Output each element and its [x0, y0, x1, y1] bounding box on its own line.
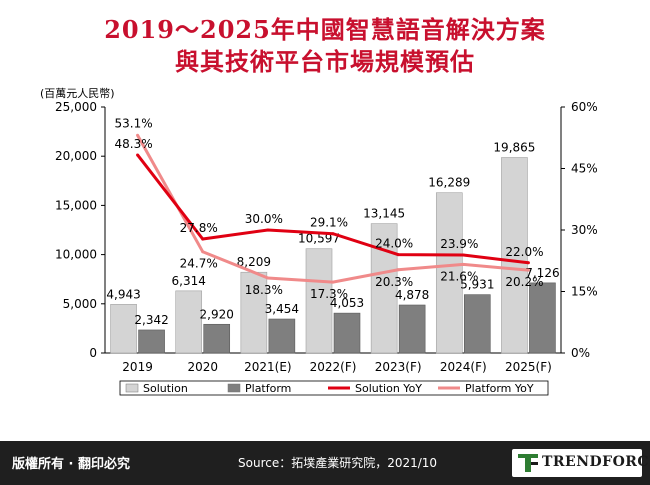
data-label-solution: 13,145	[363, 207, 405, 221]
data-label-solution: 16,289	[428, 176, 470, 190]
x-tick-label: 2023(F)	[375, 360, 422, 374]
data-label-platform: 4,878	[395, 288, 429, 302]
y-tick-label-left: 20,000	[55, 149, 97, 163]
bar-platform	[333, 312, 361, 354]
data-label-solution-yoy: 23.9%	[440, 237, 478, 251]
source-note: Source：拓墣產業研究院，2021/10	[238, 456, 438, 470]
bar-solution	[501, 157, 528, 354]
point-solution-yoy	[266, 228, 270, 232]
data-label-platform-yoy: 20.2%	[505, 275, 543, 289]
data-label-platform: 4,053	[330, 296, 364, 310]
y-tick-label-left: 25,000	[55, 100, 97, 114]
point-platform-yoy	[331, 280, 335, 284]
data-label-platform: 2,342	[134, 313, 168, 327]
x-tick-label: 2019	[122, 360, 153, 374]
point-solution-yoy	[201, 237, 205, 241]
data-label-solution-yoy: 24.0%	[375, 237, 413, 251]
data-label-platform: 2,920	[200, 307, 234, 321]
legend-label: Solution YoY	[355, 382, 422, 395]
legend-swatch	[227, 383, 241, 393]
trendforce-logo: TRENDFORCE	[512, 449, 650, 477]
bar-platform	[529, 282, 556, 354]
point-solution-yoy	[396, 253, 400, 257]
y-tick-label-right: 0%	[571, 346, 590, 360]
data-label-solution-yoy: 22.0%	[505, 245, 543, 259]
legend-label: Platform	[245, 382, 291, 395]
x-tick-label: 2025(F)	[505, 360, 552, 374]
data-label-solution: 8,209	[237, 255, 271, 269]
bar-platform	[398, 304, 426, 354]
data-label-solution-yoy: 29.1%	[310, 216, 348, 230]
y-tick-label-left: 5,000	[63, 297, 97, 311]
point-platform-yoy	[201, 250, 205, 254]
point-platform-yoy	[396, 268, 400, 272]
bar-platform	[203, 323, 231, 354]
data-label-solution: 19,865	[493, 141, 535, 155]
bar-platform	[138, 329, 165, 354]
brand-wordmark: TRENDFORCE	[542, 454, 650, 470]
legend-label: Solution	[143, 382, 188, 395]
y-tick-label-right: 15%	[571, 285, 598, 299]
data-label-solution: 6,314	[172, 274, 206, 288]
x-tick-label: 2020	[187, 360, 218, 374]
point-solution-yoy	[526, 261, 530, 265]
x-tick-label: 2022(F)	[310, 360, 357, 374]
point-solution-yoy	[136, 153, 140, 157]
bar-platform	[268, 318, 296, 354]
rights-notice: 版權所有 · 翻印必究	[12, 457, 130, 472]
bar-solution	[435, 192, 463, 354]
data-label-platform-yoy: 17.3%	[310, 287, 348, 301]
data-label-solution-yoy: 27.8%	[180, 221, 218, 235]
data-label-solution-yoy: 48.3%	[115, 137, 153, 151]
y-tick-label-right: 30%	[571, 223, 598, 237]
legend-label: Platform YoY	[465, 382, 534, 395]
y-axis-unit-label: (百萬元人民幣)	[40, 87, 115, 100]
footer-bar: 版權所有 · 翻印必究 Source：拓墣產業研究院，2021/10 TREND…	[0, 441, 650, 485]
point-platform-yoy	[266, 276, 270, 280]
data-label-platform: 5,931	[460, 278, 494, 292]
data-label-platform: 7,126	[525, 266, 559, 280]
y-tick-label-left: 0	[89, 346, 97, 360]
x-tick-label: 2024(F)	[440, 360, 487, 374]
data-label-platform-yoy: 24.7%	[180, 257, 218, 271]
point-solution-yoy	[461, 253, 465, 257]
y-tick-label-left: 10,000	[55, 248, 97, 262]
x-tick-label: 2021(E)	[244, 360, 291, 374]
bar-solution	[370, 223, 398, 354]
point-platform-yoy	[136, 133, 140, 137]
bar-platform	[463, 294, 491, 354]
point-platform-yoy	[461, 262, 465, 266]
chart-title-line2: 與其技術平台市場規模預估	[175, 47, 475, 76]
bar-solution	[240, 271, 268, 354]
data-label-solution: 4,943	[106, 287, 140, 301]
y-tick-label-right: 45%	[571, 162, 598, 176]
data-label-solution: 10,597	[298, 232, 340, 246]
data-label-solution-yoy: 30.0%	[245, 212, 283, 226]
bar-solution	[175, 290, 203, 354]
point-solution-yoy	[331, 232, 335, 236]
chart-canvas: (百萬元人民幣) 0 5,000 10,000 15,000 20,000 25,000 0%…	[40, 87, 598, 396]
bar-solution	[305, 248, 333, 354]
data-label-platform-yoy: 21.6%	[440, 269, 478, 283]
trendforce-mark-icon	[518, 454, 538, 472]
data-label-platform-yoy: 18.3%	[245, 283, 283, 297]
point-platform-yoy	[526, 268, 530, 272]
legend-swatch	[125, 383, 139, 393]
data-label-platform-yoy: 20.3%	[375, 275, 413, 289]
data-label-platform: 3,454	[265, 302, 299, 316]
y-tick-label-right: 60%	[571, 100, 598, 114]
y-tick-label-left: 15,000	[55, 198, 97, 212]
data-label-platform-yoy: 53.1%	[115, 116, 153, 130]
bar-solution	[110, 304, 137, 354]
chart-title-line1: 2019～2025年中國智慧語音解決方案	[104, 15, 546, 44]
